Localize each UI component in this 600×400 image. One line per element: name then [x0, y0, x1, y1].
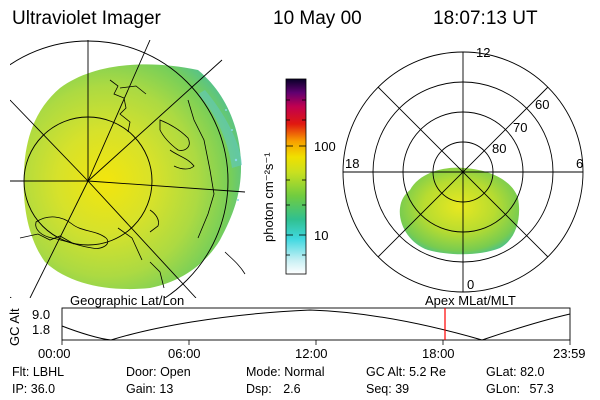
- geographic-image: [10, 40, 246, 298]
- door-value: Open: [160, 365, 191, 379]
- glat-field: GLat: 82.0: [486, 365, 545, 379]
- mlt-label-12: 12: [476, 45, 491, 60]
- altitude-axis-label: GC Alt: [7, 308, 22, 346]
- altitude-tick-max: 9.0: [32, 307, 51, 322]
- gc-alt-value: 5.2 Re: [409, 365, 446, 379]
- door-field: Door: Open: [126, 365, 191, 379]
- color-bar: [285, 78, 307, 275]
- time-tick-2359: 23:59: [553, 346, 586, 361]
- date-label: 10 May 00: [273, 8, 362, 29]
- mlt-label-6: 6: [576, 156, 584, 171]
- geographic-panel-label: Geographic Lat/Lon: [70, 293, 185, 308]
- aurora-edge-speckle: [198, 90, 242, 168]
- time-tick-0000: 00:00: [38, 346, 71, 361]
- glon-field: GLon: 57.3: [486, 382, 554, 396]
- mlat-label-60: 60: [535, 97, 550, 112]
- gain-value: 13: [159, 382, 174, 396]
- colorbar-unit-label: photon cm⁻²s⁻¹: [261, 152, 276, 242]
- glat-value: 82.0: [520, 365, 545, 379]
- seq-field: Seq: 39: [366, 382, 410, 396]
- ip-field: IP: 36.0: [12, 382, 56, 396]
- flt-field: Flt: LBHL: [12, 365, 65, 379]
- dsp-value: 2.6: [283, 382, 301, 396]
- auroral-oval: [399, 167, 520, 255]
- glon-value: 57.3: [529, 382, 554, 396]
- polar-plot: [342, 51, 584, 293]
- mlt-label-0: 0: [467, 277, 475, 292]
- gc-alt-field: GC Alt: 5.2 Re: [366, 365, 446, 379]
- altitude-tick-min: 1.8: [32, 322, 51, 337]
- instrument-title: Ultraviolet Imager: [12, 8, 161, 29]
- altitude-panel: [61, 307, 571, 345]
- colorbar-tick-100: 100: [314, 139, 336, 154]
- mlt-label-18: 18: [345, 156, 360, 171]
- gain-field: Gain: 13: [126, 382, 174, 396]
- time-tick-1800: 18:00: [422, 346, 455, 361]
- dsp-field: Dsp: 2.6: [246, 382, 301, 396]
- mlat-label-70: 70: [513, 120, 528, 135]
- time-tick-0600: 06:00: [168, 346, 201, 361]
- apex-panel-label: Apex MLat/MLT: [425, 293, 516, 308]
- ip-value: 36.0: [30, 382, 56, 396]
- colorbar-tick-10: 10: [314, 228, 329, 243]
- flt-value: LBHL: [32, 365, 65, 379]
- altitude-curve: [61, 309, 571, 341]
- time-tick-1200: 12:00: [295, 346, 328, 361]
- mlat-label-80: 80: [492, 141, 507, 156]
- mode-value: Normal: [284, 365, 325, 379]
- coastlines: [19, 79, 246, 289]
- seq-value: 39: [395, 382, 410, 396]
- aurora-emission-region: [23, 64, 242, 290]
- graticule: [10, 40, 246, 298]
- mode-field: Mode: Normal: [246, 365, 325, 379]
- time-label: 18:07:13 UT: [433, 8, 538, 29]
- edge-noise: [225, 109, 239, 201]
